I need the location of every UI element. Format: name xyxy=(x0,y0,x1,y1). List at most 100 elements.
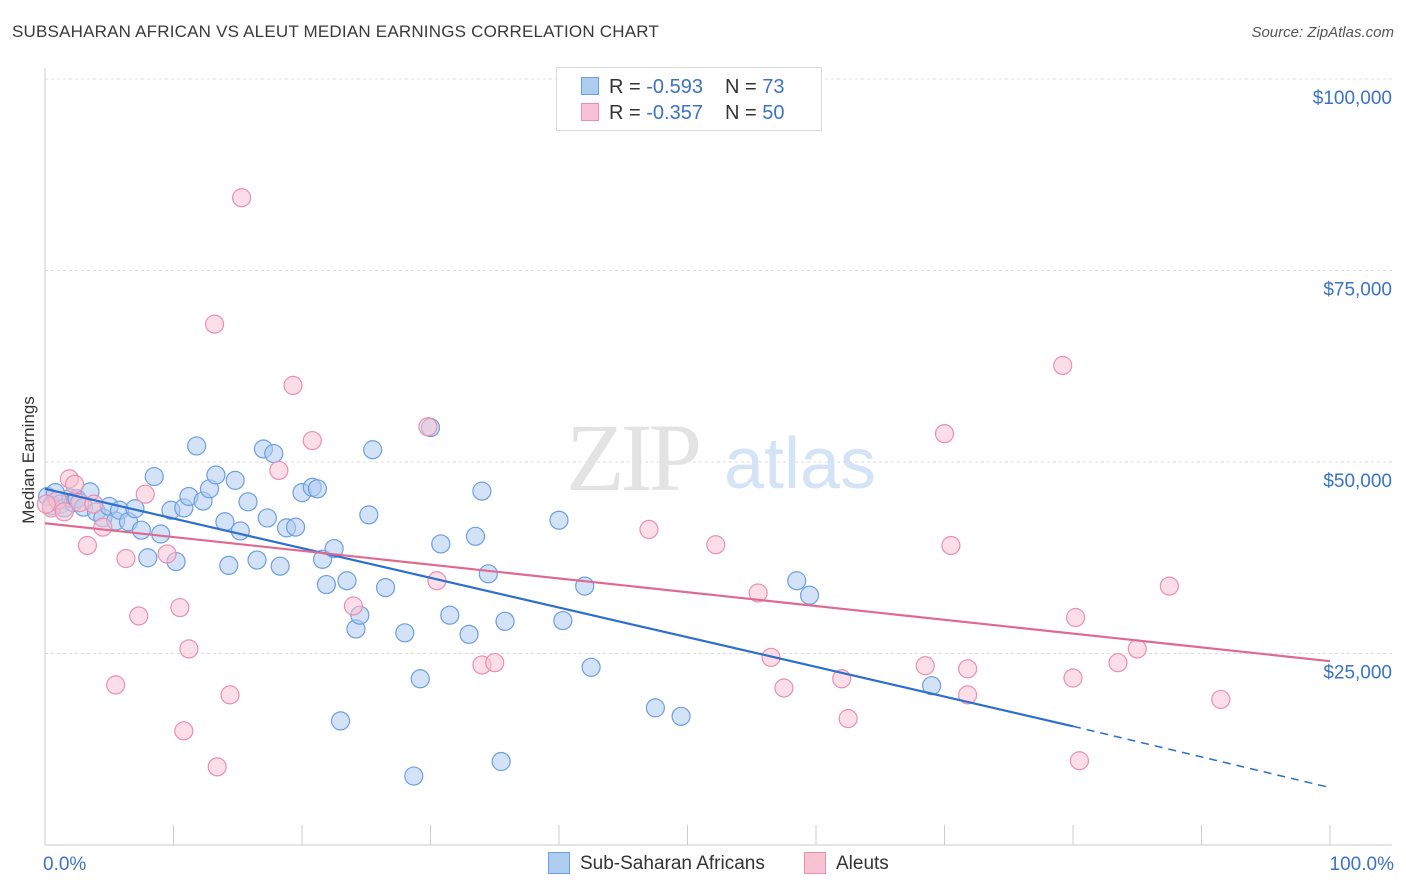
sub-saharan-point xyxy=(491,751,511,772)
aleuts-point xyxy=(706,535,726,555)
aleuts-point xyxy=(157,544,177,564)
x-tick-label: 100.0% xyxy=(1330,854,1395,875)
aleuts-point xyxy=(941,535,961,556)
aleuts-point xyxy=(174,721,194,741)
sub-saharan-point xyxy=(264,443,284,464)
sub-saharan-point xyxy=(478,564,498,584)
legend-row-aleuts: R = -0.357 N = 50 xyxy=(581,102,784,126)
sub-saharan-point xyxy=(225,470,245,490)
bottom-legend-swatch-blue xyxy=(548,852,570,874)
aleuts-point xyxy=(418,417,438,437)
aleuts-point xyxy=(77,535,98,556)
aleuts-point xyxy=(179,639,199,659)
bottom-legend-swatch-pink xyxy=(804,852,826,874)
y-tick-label: $75,000 xyxy=(1323,280,1392,301)
sub-saharan-point xyxy=(285,517,306,537)
sub-saharan-point xyxy=(410,669,430,689)
series-aleuts-points xyxy=(36,188,1231,777)
sub-saharan-point xyxy=(495,611,515,631)
aleuts-point xyxy=(93,517,113,537)
sub-saharan-point xyxy=(307,479,328,499)
aleuts-point xyxy=(232,188,252,208)
sub-saharan-point xyxy=(187,436,207,456)
tick-labels: $25,000 $50,000 $75,000 $100,000 0.0% 100.0% xyxy=(43,88,1394,875)
sub-saharan-point xyxy=(465,526,486,546)
sub-saharan-point xyxy=(257,508,277,528)
sub-saharan-point xyxy=(131,520,151,540)
aleuts-point xyxy=(283,375,303,395)
aleuts-point xyxy=(1211,689,1231,710)
sub-saharan-point xyxy=(459,624,479,644)
sub-saharan-point xyxy=(787,571,807,591)
sub-saharan-point xyxy=(270,556,290,576)
aleuts-point xyxy=(934,424,955,444)
bottom-legend-sub-saharan: Sub-Saharan Africans xyxy=(548,852,765,875)
sub-saharan-point xyxy=(359,505,379,525)
sub-saharan-point xyxy=(206,465,226,485)
sub-saharan-point xyxy=(671,706,691,726)
aleuts-point xyxy=(1069,751,1090,771)
y-tick-label: $100,000 xyxy=(1313,88,1392,109)
aleuts-point xyxy=(1108,653,1128,673)
aleuts-point xyxy=(1063,668,1083,688)
aleuts-point xyxy=(639,519,659,540)
sub-saharan-point xyxy=(337,571,357,591)
aleuts-point xyxy=(838,709,858,729)
sub-saharan-point xyxy=(799,585,820,605)
sub-saharan-point xyxy=(404,766,424,786)
trend-line-sub-saharan-extension xyxy=(1072,725,1331,789)
aleuts-point xyxy=(302,430,322,451)
sub-saharan-point xyxy=(330,711,351,731)
axes xyxy=(44,68,1392,846)
aleuts-point xyxy=(116,548,136,569)
watermark-atlas: atlas xyxy=(724,424,876,504)
aleuts-point xyxy=(64,474,85,494)
bottom-legend-aleuts: Aleuts xyxy=(804,852,889,875)
trend-lines xyxy=(44,487,1331,789)
y-tick-label: $50,000 xyxy=(1323,471,1392,492)
aleuts-point xyxy=(958,685,978,705)
aleuts-point xyxy=(1127,639,1147,659)
legend-swatch-pink xyxy=(581,103,599,121)
aleuts-point xyxy=(1053,355,1073,376)
aleuts-point xyxy=(36,494,56,514)
x-tick-label: 0.0% xyxy=(43,854,86,875)
trend-line-sub-saharan xyxy=(44,487,1074,728)
sub-saharan-point xyxy=(219,555,239,576)
series-sub-saharan-points xyxy=(37,417,942,786)
sub-saharan-point xyxy=(144,466,164,487)
y-tick-label: $25,000 xyxy=(1323,663,1392,684)
sub-saharan-point xyxy=(431,534,451,554)
aleuts-point xyxy=(1159,576,1179,596)
trend-line-aleuts xyxy=(44,522,1331,663)
sub-saharan-point xyxy=(247,550,267,570)
grid-lines xyxy=(45,78,1392,654)
aleuts-point xyxy=(135,484,155,504)
aleuts-point xyxy=(485,653,505,673)
sub-saharan-point xyxy=(395,623,415,643)
sub-saharan-point xyxy=(138,548,158,568)
sub-saharan-point xyxy=(549,510,569,530)
aleuts-point xyxy=(1065,607,1086,628)
sub-saharan-point xyxy=(440,605,460,625)
aleuts-point xyxy=(343,596,363,616)
sub-saharan-point xyxy=(363,440,383,460)
sub-saharan-point xyxy=(238,492,258,512)
watermark-zip: ZIP xyxy=(566,404,699,511)
aleuts-point xyxy=(129,606,149,626)
legend-row-sub-saharan: R = -0.593 N = 73 xyxy=(581,76,784,100)
aleuts-point xyxy=(774,678,794,698)
y-axis-label: Median Earnings xyxy=(19,396,38,524)
aleuts-point xyxy=(170,597,190,618)
sub-saharan-point xyxy=(375,578,396,598)
sub-saharan-point xyxy=(581,657,601,677)
sub-saharan-point xyxy=(472,481,492,501)
aleuts-point xyxy=(915,656,935,676)
aleuts-point xyxy=(106,675,126,695)
aleuts-point xyxy=(269,460,289,481)
aleuts-point xyxy=(54,502,74,522)
watermark: ZIP atlas xyxy=(566,404,876,511)
aleuts-point xyxy=(207,757,227,777)
aleuts-point xyxy=(748,583,768,603)
